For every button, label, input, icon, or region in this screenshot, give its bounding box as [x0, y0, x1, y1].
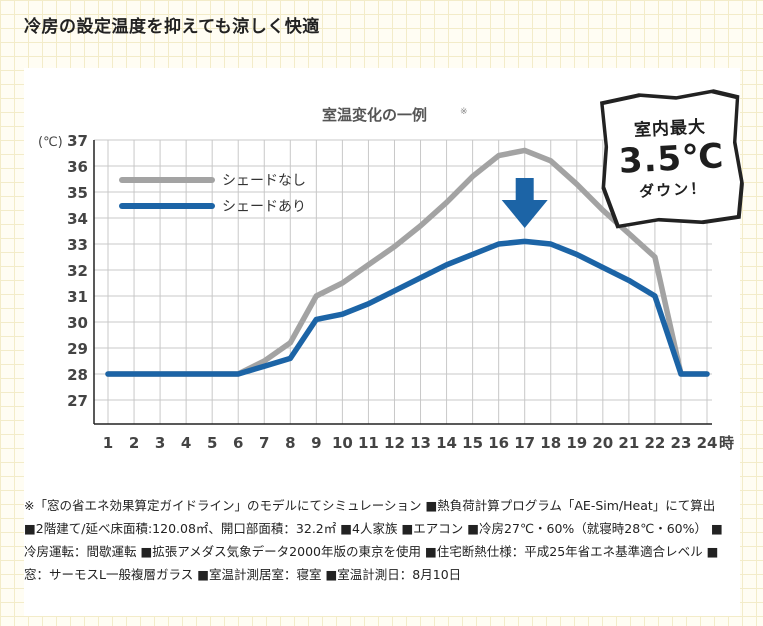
series-line-with-shade [105, 238, 710, 377]
x-tick-label: 14 [436, 434, 457, 452]
y-tick-label: 32 [67, 262, 88, 280]
x-tick-label: 5 [207, 434, 217, 452]
y-tick-label: 30 [67, 314, 88, 332]
x-tick-label: 7 [259, 434, 269, 452]
y-tick-label: 34 [67, 210, 88, 228]
y-tick-label: 33 [67, 236, 88, 254]
y-tick-label: 29 [67, 340, 88, 358]
x-tick-label: 23 [671, 434, 692, 452]
x-tick-label: 21 [618, 434, 639, 452]
y-tick-label: 31 [67, 288, 88, 306]
temperature-drop-badge: 室内最大 3.5℃ ダウン！ [597, 92, 744, 203]
x-tick-label: 8 [285, 434, 295, 452]
page-heading: 冷房の設定温度を抑えても涼しく快適 [24, 17, 320, 37]
x-tick-label: 6 [233, 434, 243, 452]
x-tick-label: 16 [488, 434, 509, 452]
x-tick-label: 15 [462, 434, 483, 452]
y-tick-label: 28 [67, 366, 88, 384]
x-tick-label: 24 [697, 434, 718, 452]
chart-title-note: ※ [460, 107, 468, 117]
x-tick-label: 13 [410, 434, 431, 452]
x-unit-label: 時 [719, 434, 734, 452]
y-tick-label: 36 [67, 158, 88, 176]
x-tick-label: 19 [566, 434, 587, 452]
x-tick-label: 11 [358, 434, 379, 452]
x-tick-label: 12 [384, 434, 405, 452]
x-tick-label: 4 [181, 434, 191, 452]
y-tick-label: 27 [67, 392, 88, 410]
badge-line-2: 3.5℃ [617, 136, 726, 182]
x-tick-label: 9 [311, 434, 321, 452]
legend-label: シェードあり [222, 199, 306, 215]
down-arrow-icon [501, 178, 548, 228]
legend-label: シェードなし [222, 173, 306, 189]
y-tick-label: 37 [67, 132, 88, 150]
x-tick-label: 3 [155, 434, 165, 452]
y-unit-label: (℃) [38, 135, 63, 150]
y-tick-label: 35 [67, 184, 88, 202]
footnotes: ※「窓の省エネ効果算定ガイドライン」のモデルにてシミュレーション ■熱負荷計算プ… [24, 498, 723, 582]
x-tick-label: 10 [332, 434, 353, 452]
x-tick-label: 18 [540, 434, 561, 452]
x-tick-label: 20 [592, 434, 613, 452]
x-tick-label: 17 [514, 434, 535, 452]
x-tick-label: 22 [644, 434, 665, 452]
x-tick-label: 1 [103, 434, 113, 452]
chart-title: 室温変化の一例 [322, 106, 427, 124]
x-tick-label: 2 [129, 434, 139, 452]
